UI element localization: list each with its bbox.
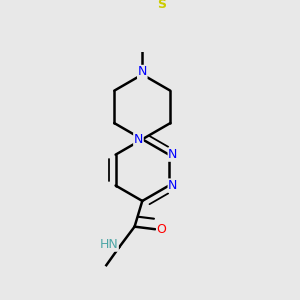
Text: N: N	[168, 148, 178, 161]
Text: N: N	[138, 65, 147, 78]
Text: N: N	[134, 133, 143, 146]
Text: S: S	[157, 0, 166, 11]
Text: O: O	[157, 223, 166, 236]
Text: N: N	[168, 179, 178, 192]
Text: HN: HN	[100, 238, 118, 251]
